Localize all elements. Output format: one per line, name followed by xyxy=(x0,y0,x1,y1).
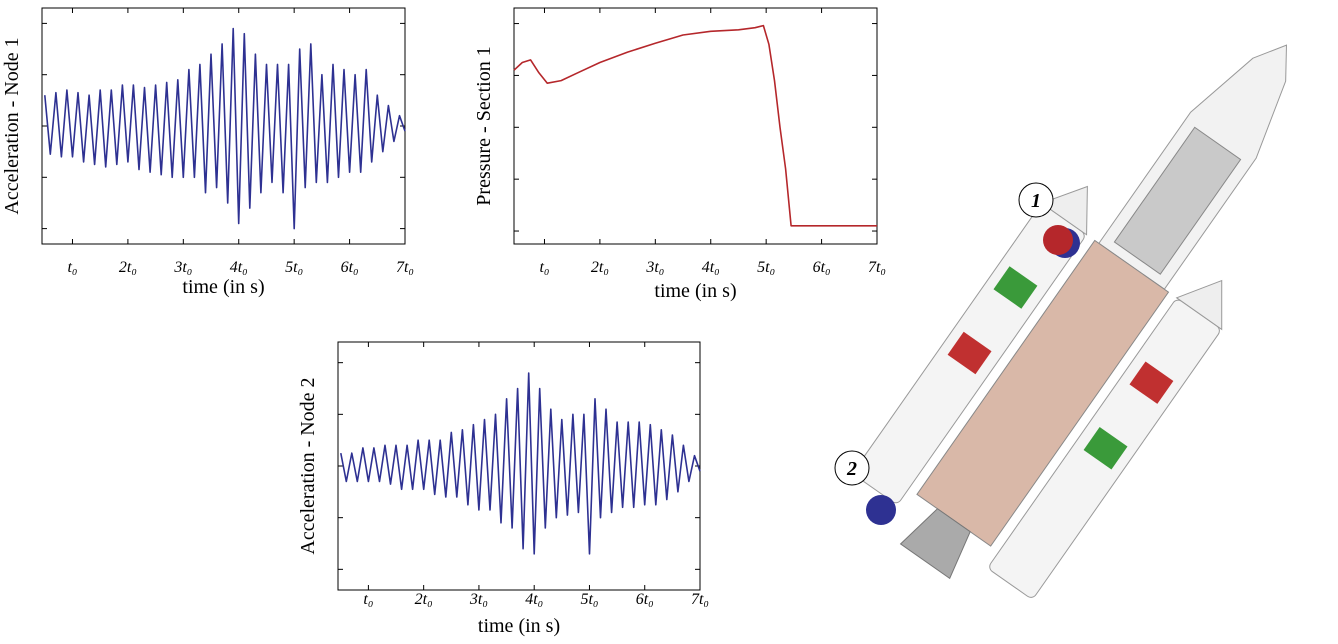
x-axis-label: time (in s) xyxy=(654,280,736,302)
x-tick-label: 2t₀ xyxy=(119,259,137,276)
x-tick-label: 5t₀ xyxy=(580,591,598,608)
x-tick-label: 3t₀ xyxy=(173,259,192,276)
chart: t₀ 2t₀ 3t₀ 4t₀ 5t₀ 6t₀ 7t₀ time (in s) Pressure … xyxy=(473,7,886,302)
x-tick-label: 5t₀ xyxy=(285,259,303,276)
y-axis-label: Pressure - Section 1 xyxy=(473,46,495,205)
x-tick-label: 6t₀ xyxy=(341,259,359,276)
x-tick-label: t₀ xyxy=(67,259,77,276)
x-tick-label: 6t₀ xyxy=(813,259,831,276)
x-tick-label: 3t₀ xyxy=(645,259,664,276)
sensor-dot xyxy=(866,495,896,525)
x-tick-label: 2t₀ xyxy=(415,591,433,608)
y-axis-label: Acceleration - Node 1 xyxy=(1,37,23,214)
rocket-illustration xyxy=(854,44,1288,598)
sensor-dot xyxy=(1043,225,1073,255)
marker xyxy=(1018,182,1054,218)
x-tick-label: 2t₀ xyxy=(591,259,609,276)
y-axis-label: Acceleration - Node 2 xyxy=(297,377,319,554)
chart: t₀ 2t₀ 3t₀ 4t₀ 5t₀ 6t₀ 7t₀ time (in s) Accelerat… xyxy=(297,341,709,637)
x-axis-label: time (in s) xyxy=(182,276,264,298)
marker-label: 2 xyxy=(846,458,857,480)
x-tick-label: t₀ xyxy=(539,259,549,276)
x-tick-label: 7t₀ xyxy=(691,591,709,608)
chart: t₀ 2t₀ 3t₀ 4t₀ 5t₀ 6t₀ 7t₀ time (in s) Accelerat… xyxy=(1,7,414,298)
data-line xyxy=(513,24,877,227)
x-tick-label: t₀ xyxy=(363,591,373,608)
x-tick-label: 4t₀ xyxy=(230,259,248,276)
x-tick-label: 6t₀ xyxy=(636,591,654,608)
x-axis-label: time (in s) xyxy=(478,615,560,637)
marker-label: 1 xyxy=(1031,190,1041,212)
data-line xyxy=(44,27,406,230)
x-tick-label: 4t₀ xyxy=(702,259,720,276)
x-tick-label: 4t₀ xyxy=(525,591,543,608)
marker xyxy=(834,450,870,486)
data-line xyxy=(340,372,701,555)
x-tick-label: 5t₀ xyxy=(757,259,775,276)
x-tick-label: 7t₀ xyxy=(396,259,414,276)
plot-frame xyxy=(513,7,878,245)
x-tick-label: 7t₀ xyxy=(868,259,886,276)
plot-frame xyxy=(41,7,406,245)
x-tick-label: 3t₀ xyxy=(469,591,488,608)
